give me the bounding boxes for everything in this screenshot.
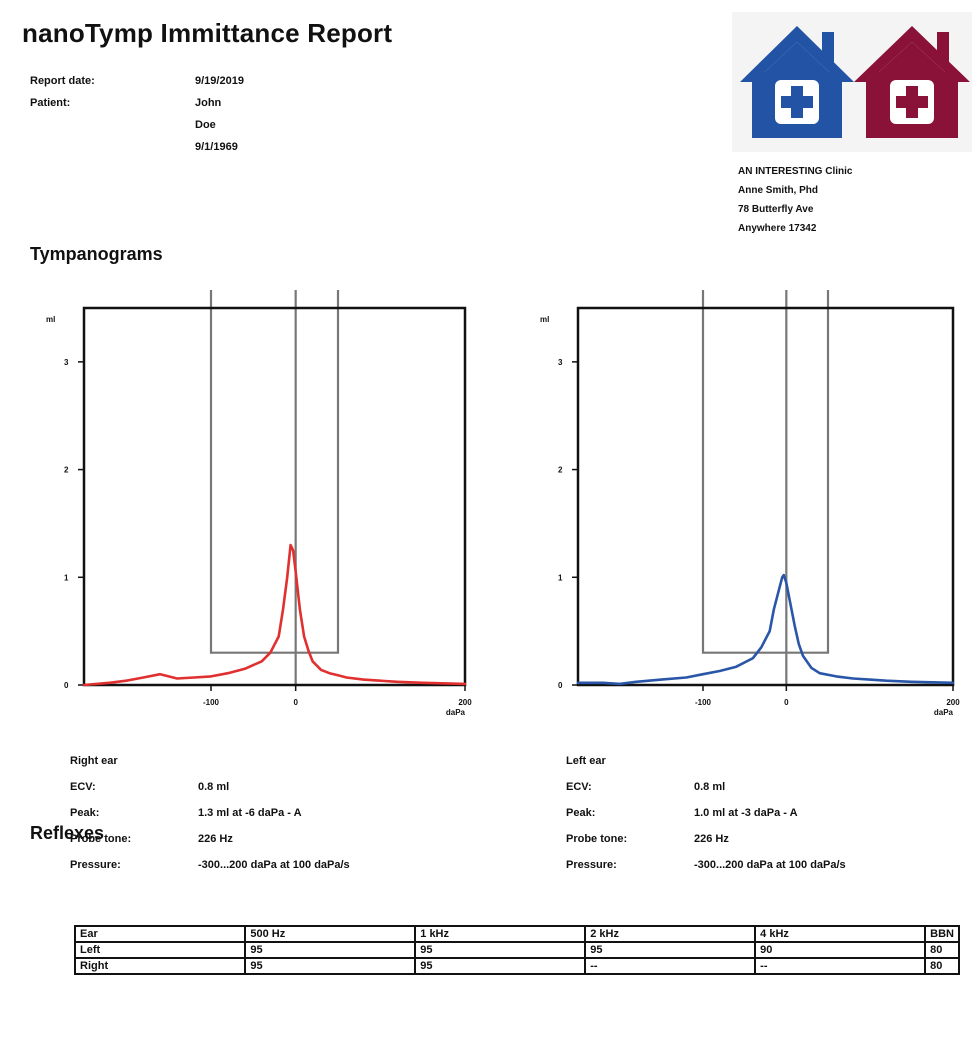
clinic-address: AN INTERESTING Clinic Anne Smith, Phd 78… [738, 162, 852, 238]
reflex-cell: -- [584, 957, 757, 975]
right-ear-ytick-label: 1 [64, 573, 69, 582]
reflexes-heading: Reflexes [30, 823, 105, 843]
right-ear-results: Right ear ECV: 0.8 ml Peak: 1.3 ml at -6 d… [70, 748, 350, 878]
reflex-header-cell: 4 kHz [754, 925, 927, 943]
right-ear-xunit-label: daPa [446, 708, 466, 717]
left-peak-label: Peak: [566, 807, 596, 819]
right-ear-title: Right ear [70, 755, 118, 767]
house-right-icon [854, 26, 970, 138]
right-ear-plot-frame [82, 306, 467, 687]
left-ear-ytick-label: 1 [558, 573, 563, 582]
reflex-cell: 90 [754, 941, 927, 959]
patient-last-name: Doe [195, 119, 216, 131]
left-ecv-label: ECV: [566, 781, 592, 793]
reflex-cell: Left [73, 941, 247, 959]
left-ecv-value: 0.8 ml [694, 781, 726, 793]
patient-label: Patient: [30, 97, 71, 109]
right-ear-xtick-label: 200 [458, 698, 472, 707]
reflex-cell: 80 [924, 957, 960, 975]
clinic-name: AN INTERESTING Clinic [738, 166, 853, 177]
left-pressure-value: -300...200 daPa at 100 daPa/s [694, 859, 846, 871]
left-peak-value: 1.0 ml at -3 daPa - A [694, 807, 798, 819]
reflex-row-right: Right 95 95 -- -- 80 [73, 957, 960, 975]
right-ear-xtick-label: 0 [293, 698, 298, 707]
reflex-table: Ear 500 Hz 1 kHz 2 kHz 4 kHz BBN Left 95… [73, 925, 960, 975]
left-ear-xtick-label: 200 [946, 698, 960, 707]
clinic-doctor: Anne Smith, Phd [738, 185, 818, 196]
left-ear-yunit-label: ml [540, 315, 549, 324]
reflex-cell: -- [754, 957, 927, 975]
left-ear-ytick-label: 3 [558, 358, 563, 367]
reflex-header-cell: 2 kHz [584, 925, 757, 943]
left-ear-ytick-label: 0 [558, 681, 563, 690]
reflex-header-cell: 1 kHz [414, 925, 587, 943]
report-title: nanoTymp Immittance Report [22, 18, 393, 48]
house-left-icon [740, 26, 854, 138]
left-ear-range-box [701, 290, 830, 654]
report-date-label: Report date: [30, 75, 95, 87]
left-probe-label: Probe tone: [566, 833, 628, 845]
reflex-cell: 95 [414, 941, 587, 959]
reflex-cell: 95 [244, 957, 417, 975]
left-ear-xtick-label: -100 [695, 698, 712, 707]
right-ear-ytick-label: 0 [64, 681, 69, 690]
tympanograms-heading: Tympanograms [30, 244, 163, 264]
right-pressure-label: Pressure: [70, 859, 121, 871]
reflex-cell: 95 [414, 957, 587, 975]
reflex-header-cell: 500 Hz [244, 925, 417, 943]
right-ecv-label: ECV: [70, 781, 96, 793]
clinic-street: 78 Butterfly Ave [738, 204, 814, 215]
reflex-header-row: Ear 500 Hz 1 kHz 2 kHz 4 kHz BBN [73, 925, 960, 943]
clinic-city: Anywhere 17342 [738, 223, 817, 234]
right-peak-label: Peak: [70, 807, 100, 819]
right-peak-value: 1.3 ml at -6 daPa - A [198, 807, 302, 819]
right-ecv-value: 0.8 ml [198, 781, 230, 793]
report-date-value: 9/19/2019 [195, 75, 244, 87]
left-ear-results: Left ear ECV: 0.8 ml Peak: 1.0 ml at -3 da… [566, 748, 846, 878]
left-ear-xunit-label: daPa [934, 708, 954, 717]
left-ear-ytick-label: 2 [558, 466, 563, 475]
clinic-logo [732, 12, 972, 152]
reflex-header-cell: BBN [924, 925, 960, 943]
right-ear-yunit-label: ml [46, 315, 55, 324]
patient-first-name: John [195, 97, 222, 109]
reflex-cell: 95 [244, 941, 417, 959]
right-ear-ytick-label: 2 [64, 466, 69, 475]
right-ear-curve-line [82, 543, 467, 687]
reflex-cell: Right [73, 957, 247, 975]
reflex-cell: 95 [584, 941, 757, 959]
left-pressure-label: Pressure: [566, 859, 617, 871]
left-ear-title: Left ear [566, 755, 606, 767]
reflex-cell: 80 [924, 941, 960, 959]
right-ear-range-box [209, 290, 340, 654]
right-probe-value: 226 Hz [198, 833, 233, 845]
patient-birthdate: 9/1/1969 [195, 141, 238, 153]
right-ear-xtick-label: -100 [203, 698, 220, 707]
left-ear-curve-line [576, 573, 955, 686]
left-probe-value: 226 Hz [694, 833, 729, 845]
right-pressure-value: -300...200 daPa at 100 daPa/s [198, 859, 350, 871]
reflex-header-cell: Ear [73, 925, 247, 943]
report-meta: Report date: 9/19/2019 Patient: John Doe… [30, 70, 244, 158]
reflex-row-left: Left 95 95 95 90 80 [73, 941, 960, 959]
right-ear-ytick-label: 3 [64, 358, 69, 367]
left-ear-xtick-label: 0 [784, 698, 789, 707]
left-ear-plot-frame [576, 306, 955, 687]
right-probe-label: Probe tone: [70, 833, 132, 845]
